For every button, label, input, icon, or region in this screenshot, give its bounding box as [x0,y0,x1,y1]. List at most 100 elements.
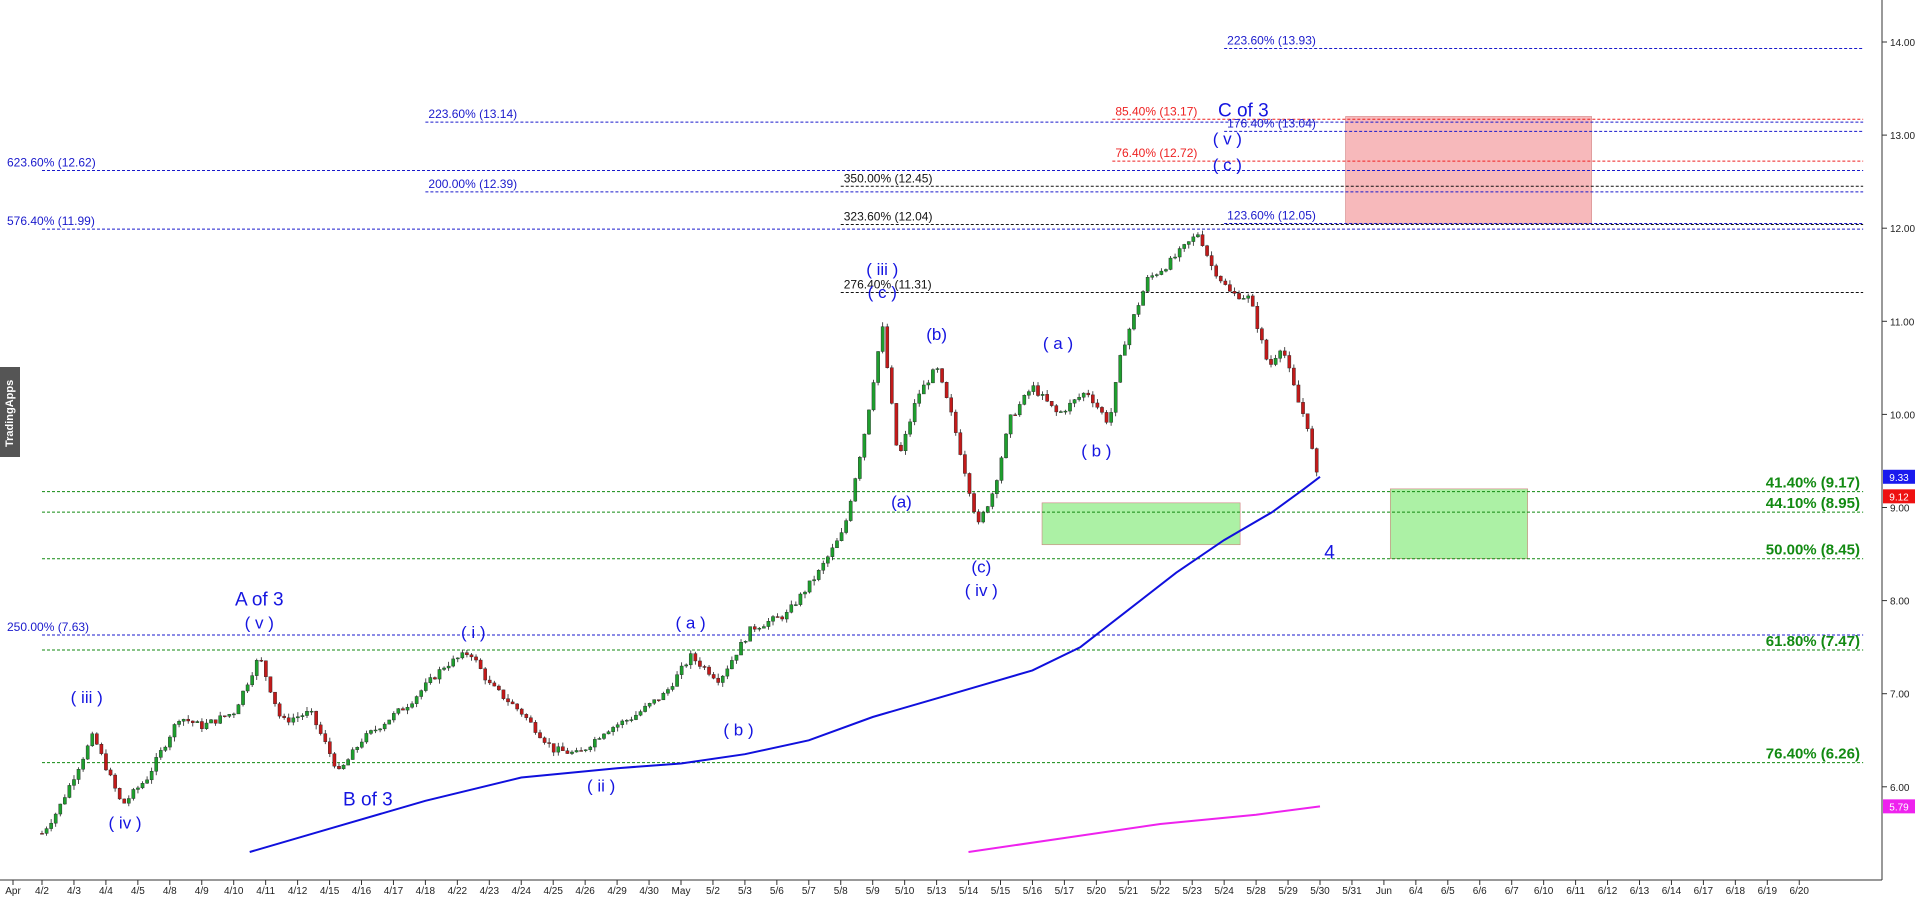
wave-label-17: C of 3 [1218,100,1269,121]
candle-body-56 [296,716,300,719]
candle-body-250 [1182,244,1187,249]
candle-body-14 [104,753,108,771]
candle-body-83 [419,690,424,697]
candle-body-55 [291,717,296,723]
x-tick-label-11: 4/16 [352,886,372,897]
wave-label-20: 4 [1324,543,1335,564]
candle-body-158 [762,626,766,629]
candle-body-123 [602,733,606,739]
candle-body-223 [1059,411,1063,413]
candle-body-240 [1136,305,1141,315]
candle-body-34 [195,721,200,723]
candle-body-192 [917,393,922,404]
level-label-11: 276.40% (11.31) [844,277,932,291]
candle-body-222 [1054,405,1059,413]
wave-label-2: A of 3 [235,589,284,610]
candle-body-111 [547,742,551,744]
candle-body-153 [739,642,743,656]
candle-body-97 [483,668,487,681]
y-tick-label-6: 12.00 [1890,224,1915,235]
candle-body-44 [241,690,245,705]
candle-body-212 [1008,414,1013,435]
y-tick-label-4: 10.00 [1890,410,1915,421]
candle-body-11 [90,733,95,747]
candle-body-268 [1264,339,1269,360]
x-tick-label-21: May [672,886,691,897]
candle-body-207 [985,506,990,513]
x-tick-label-1: 4/2 [35,886,49,897]
x-tick-label-36: 5/22 [1151,886,1171,897]
candle-body-65 [337,766,341,770]
candle-body-71 [364,733,369,743]
candle-body-125 [611,727,615,732]
wave-label-8: ( b ) [723,721,753,740]
x-tick-label-10: 4/15 [320,886,340,897]
candle-body-82 [414,696,419,704]
annotations-layer: ( iii ) ( iv ) A of 3 ( v ) B of 3 ( i ) ( ii … [71,100,1336,832]
candle-body-243 [1150,275,1155,278]
candle-body-264 [1246,295,1250,299]
candle-body-236 [1118,355,1123,383]
price-tag-label-1: 9.12 [1889,492,1909,503]
candle-body-142 [688,653,693,666]
x-tick-label-8: 4/11 [256,886,275,897]
candle-body-1 [44,828,49,834]
candle-body-163 [784,612,789,620]
candle-body-6 [67,785,72,798]
candle-body-74 [378,728,382,731]
x-tick-label-27: 5/9 [866,886,880,897]
candle-body-214 [1017,404,1022,416]
candle-body-78 [396,708,401,714]
candle-body-251 [1186,241,1191,245]
candle-body-234 [1109,412,1113,423]
x-tick-label-12: 4/17 [384,886,404,897]
candle-body-180 [862,433,867,458]
wave-label-6: ( ii ) [587,776,615,795]
candle-body-278 [1310,428,1314,449]
candle-body-254 [1200,234,1205,246]
candle-body-241 [1141,291,1145,306]
candle-body-60 [314,710,318,726]
x-tick-label-16: 4/24 [512,886,532,897]
candle-body-15 [108,769,113,776]
candle-body-208 [990,493,995,507]
candle-body-49 [264,660,268,677]
x-tick-label-43: Jun [1376,886,1392,897]
candle-body-194 [926,382,931,386]
candle-body-199 [949,397,954,413]
x-tick-label-13: 4/18 [416,886,436,897]
y-tick-label-8: 14.00 [1890,38,1915,49]
x-tick-label-5: 4/8 [163,886,177,897]
candle-body-40 [222,715,227,717]
candle-body-191 [912,403,917,423]
candle-body-85 [428,677,433,683]
moving-average-1 [968,805,1321,853]
x-tick-label-33: 5/17 [1055,886,1075,897]
x-tick-label-0: Apr [5,886,21,897]
zones-layer [1041,116,1592,560]
wave-label-15: ( a ) [1043,334,1073,353]
wave-label-19: ( c ) [1213,155,1242,174]
x-tick-label-31: 5/15 [991,886,1011,897]
candle-body-246 [1164,269,1168,272]
x-tick-label-30: 5/14 [959,886,979,897]
candle-body-95 [474,656,478,661]
candle-body-273 [1287,355,1292,369]
candle-body-156 [752,626,757,630]
candle-body-159 [766,621,771,627]
x-tick-label-38: 5/24 [1214,886,1234,897]
candle-body-210 [999,457,1004,481]
candle-body-206 [981,512,985,523]
x-tick-label-55: 6/19 [1758,886,1778,897]
x-tick-label-2: 4/3 [67,886,81,897]
candle-body-3 [53,813,58,824]
x-tick-label-45: 6/5 [1441,886,1455,897]
level-label-9: 323.60% (12.04) [844,209,933,223]
candle-body-81 [410,703,414,708]
x-tick-label-51: 6/13 [1630,886,1650,897]
candle-body-201 [958,432,963,455]
candle-body-262 [1237,293,1241,300]
x-tick-label-26: 5/8 [834,886,848,897]
candle-body-31 [181,718,186,722]
